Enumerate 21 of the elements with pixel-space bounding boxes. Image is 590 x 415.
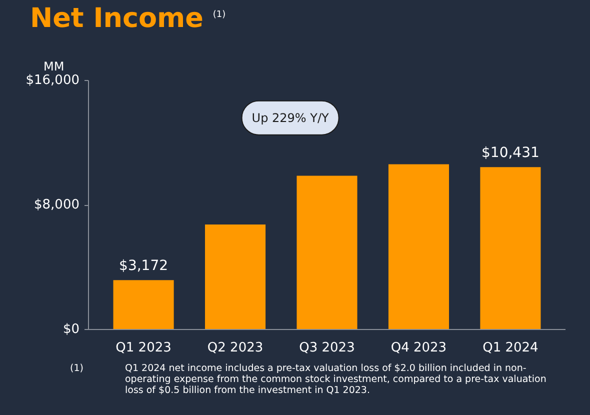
chart-title: Net Income [30, 3, 204, 34]
bar [205, 224, 266, 330]
x-tick-label: Q2 2023 [207, 340, 264, 356]
bar [388, 164, 449, 330]
x-tick-label: Q1 2024 [482, 340, 538, 356]
text: (1) [212, 10, 226, 20]
x-tick-label: Q3 2023 [299, 340, 355, 356]
y-tick-label: $16,000 [26, 73, 80, 88]
y-tick-label: $8,000 [34, 198, 80, 212]
data-label: $10,431 [482, 145, 540, 162]
bar [480, 167, 541, 330]
bar [113, 280, 174, 330]
bar [296, 176, 358, 330]
annotation: Up 229% Y/Y [252, 110, 330, 125]
y-tick-label: $0 [62, 322, 80, 337]
x-tick-label: Q4 2023 [390, 340, 447, 356]
text: Q1 2024 net income includes a pre-tax valuation loss of $2.0 billion included in non-operating expense from the common stock investment, compared to a pre-tax valuation loss of $0.5 billion from the investment in Q1 2023. [125, 363, 548, 397]
text: (1) [70, 363, 84, 376]
x-tick-label: Q1 2023 [116, 340, 172, 356]
y-axis-title: MM [44, 60, 64, 74]
data-label: $3,172 [119, 258, 168, 274]
